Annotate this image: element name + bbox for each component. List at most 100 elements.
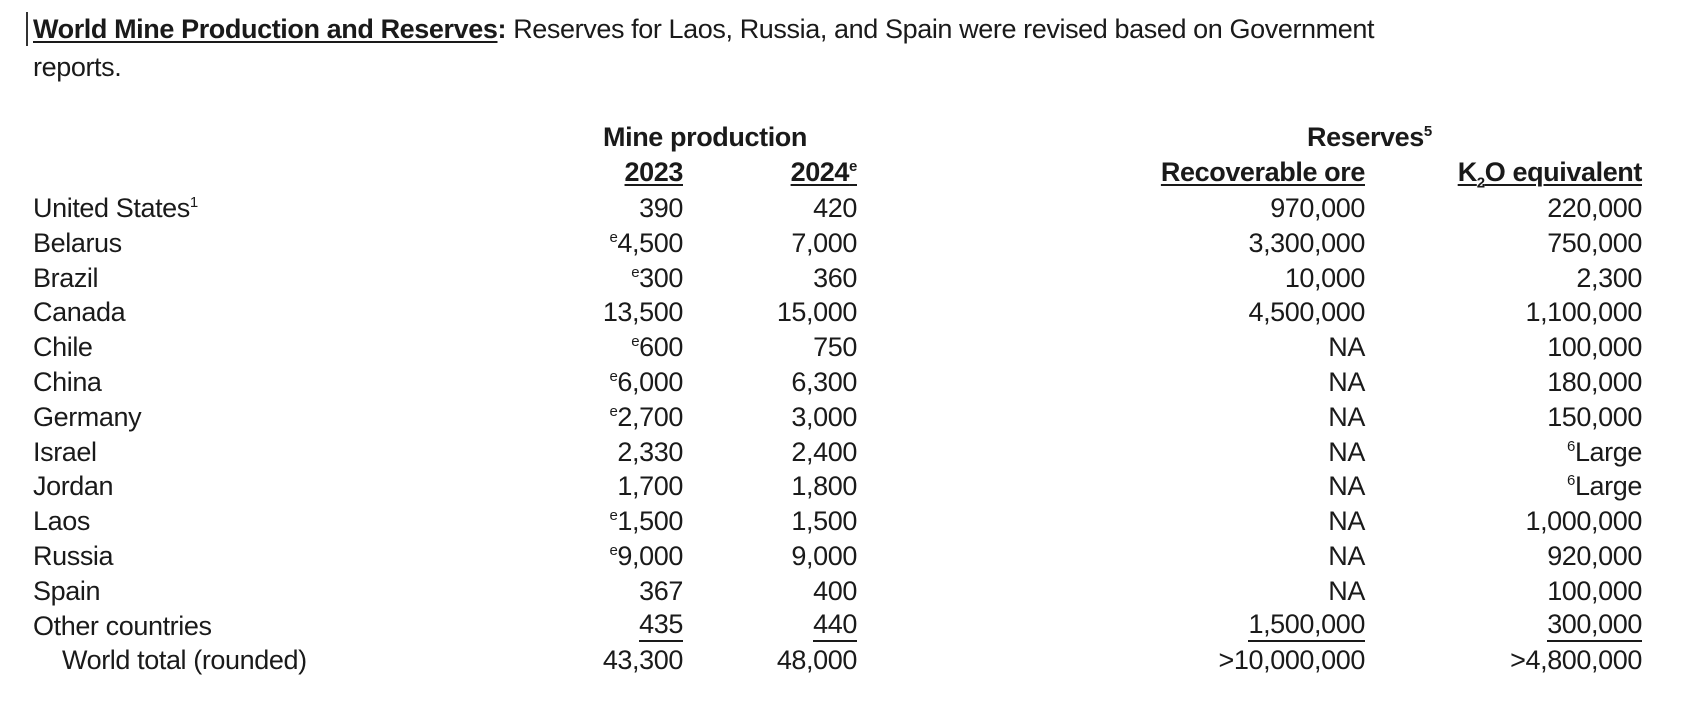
value: 1,000,000 [1525, 506, 1642, 537]
recoverable-ore: 1,500,000 [1248, 609, 1365, 642]
table-row: United States1 390 420 970,000 220,000 [0, 191, 1699, 226]
value: 920,000 [1547, 541, 1642, 571]
country-label: China [33, 367, 102, 397]
value: 1,500 [617, 506, 683, 537]
table-row: Spain 367 400 NA 100,000 [0, 574, 1699, 609]
production-2024: 1,500 [791, 506, 857, 537]
k2o-equivalent: 1,000,000 [1525, 504, 1642, 539]
country-name: Other countries [33, 609, 212, 644]
production-2023: e1,500 [609, 504, 683, 539]
text-cursor-icon [26, 12, 28, 46]
value: 300 [639, 262, 683, 293]
value: 2,300 [1576, 262, 1642, 293]
value: 13,500 [602, 297, 684, 328]
production-2023: 367 [639, 574, 683, 609]
table-row: Germany e2,700 3,000 NA 150,000 [0, 400, 1699, 435]
country-name: China [33, 365, 102, 400]
country-label: Brazil [33, 262, 99, 293]
value: 367 [639, 575, 683, 606]
footnote-marker: e [609, 228, 618, 246]
value: 4,500 [617, 227, 683, 258]
value: 9,000 [617, 541, 683, 571]
total-k2o: >4,800,000 [1510, 645, 1642, 676]
value: Large [1574, 436, 1642, 467]
production-2024: 7,000 [791, 227, 857, 258]
production-2023: 13,500 [602, 295, 684, 330]
table-row: Chile e600 750 NA 100,000 [0, 330, 1699, 365]
footnote-marker: e [631, 263, 640, 281]
k2o-equivalent: 6Large [1567, 469, 1642, 504]
table-row: Israel 2,330 2,400 NA 6Large [0, 435, 1699, 470]
intro-paragraph: World Mine Production and Reserves: Rese… [33, 13, 1374, 45]
production-2024: 15,000 [776, 297, 858, 328]
production-2024: 6,300 [791, 367, 857, 397]
production-2024: 3,000 [791, 401, 857, 432]
production-2023: e6,000 [609, 365, 683, 400]
column-header-row: 2023 2024e Recoverable ore K2O equivalen… [0, 155, 1699, 190]
recoverable-ore: NA [1328, 506, 1365, 537]
value: 150,000 [1547, 401, 1642, 432]
total-row: World total (rounded) 43,300 48,000 >10,000… [0, 643, 1699, 678]
k2o-equivalent: 150,000 [1547, 400, 1642, 435]
value: 100,000 [1547, 575, 1642, 606]
value: 1,700 [617, 471, 683, 502]
production-2023: e4,500 [609, 226, 683, 261]
value: 6,000 [617, 367, 683, 397]
footnote-marker: e [609, 542, 618, 559]
footnote-marker: 6 [1566, 472, 1575, 490]
production-2024: 9,000 [791, 541, 857, 571]
recoverable-ore: 4,500,000 [1248, 297, 1365, 328]
k2o-equivalent: 1,100,000 [1525, 295, 1642, 330]
production-2023: 1,700 [617, 469, 683, 504]
k2o-equivalent: 180,000 [1547, 365, 1642, 400]
production-2023: e2,700 [609, 400, 683, 435]
country-name: Laos [33, 504, 90, 539]
value: 435 [639, 608, 683, 639]
col-header-recoverable-ore: Recoverable ore [1160, 157, 1366, 187]
footnote-marker: e [609, 507, 618, 525]
country-label: Laos [33, 506, 90, 537]
col-header-2023: 2023 [624, 157, 684, 187]
country-name: Israel [33, 435, 97, 470]
value: 750,000 [1547, 227, 1642, 258]
recoverable-ore: NA [1328, 541, 1365, 571]
country-name: United States1 [33, 191, 198, 226]
total-2024: 48,000 [776, 645, 858, 676]
total-label: World total (rounded) [62, 645, 307, 676]
table-row: Jordan 1,700 1,800 NA 6Large [0, 469, 1699, 504]
country-name: Jordan [33, 469, 114, 504]
value: 180,000 [1547, 367, 1642, 397]
production-2024: 400 [813, 575, 857, 606]
production-2024: 2,400 [791, 436, 857, 467]
country-name: Belarus [33, 226, 122, 261]
section-heading: World Mine Production and Reserves [33, 14, 498, 44]
production-2023: 2,330 [617, 435, 683, 470]
footnote-marker: e [631, 333, 640, 351]
value: 1,100,000 [1525, 297, 1642, 328]
production-2023: 390 [639, 191, 683, 226]
country-label: Russia [33, 541, 114, 571]
country-label: Belarus [33, 227, 122, 258]
country-name: Canada [33, 295, 126, 330]
production-2024: 420 [813, 193, 857, 223]
country-label: United States [33, 193, 190, 223]
heading-colon: : [497, 14, 507, 44]
production-2023: e600 [631, 330, 683, 365]
country-name: Chile [33, 330, 93, 365]
value: 600 [639, 332, 683, 363]
country-label: Germany [33, 401, 142, 432]
total-ore: >10,000,000 [1218, 645, 1366, 676]
recoverable-ore: NA [1328, 575, 1365, 606]
k2o-equivalent: 100,000 [1547, 574, 1642, 609]
production-2024: 1,800 [791, 471, 857, 502]
production-2023: e9,000 [609, 539, 683, 574]
recoverable-ore: NA [1328, 471, 1365, 502]
country-label: Jordan [33, 471, 114, 502]
production-2023: e300 [631, 261, 683, 296]
country-label: Canada [33, 297, 126, 328]
col-header-k2o-equivalent: K2O equivalent [1457, 157, 1643, 192]
value: 2,700 [617, 401, 683, 432]
table-row: Other countries 435 440 1,500,000 300,000 [0, 609, 1699, 644]
footnote-marker: e [609, 368, 618, 385]
header-reserves: Reserves5 [1307, 122, 1432, 152]
